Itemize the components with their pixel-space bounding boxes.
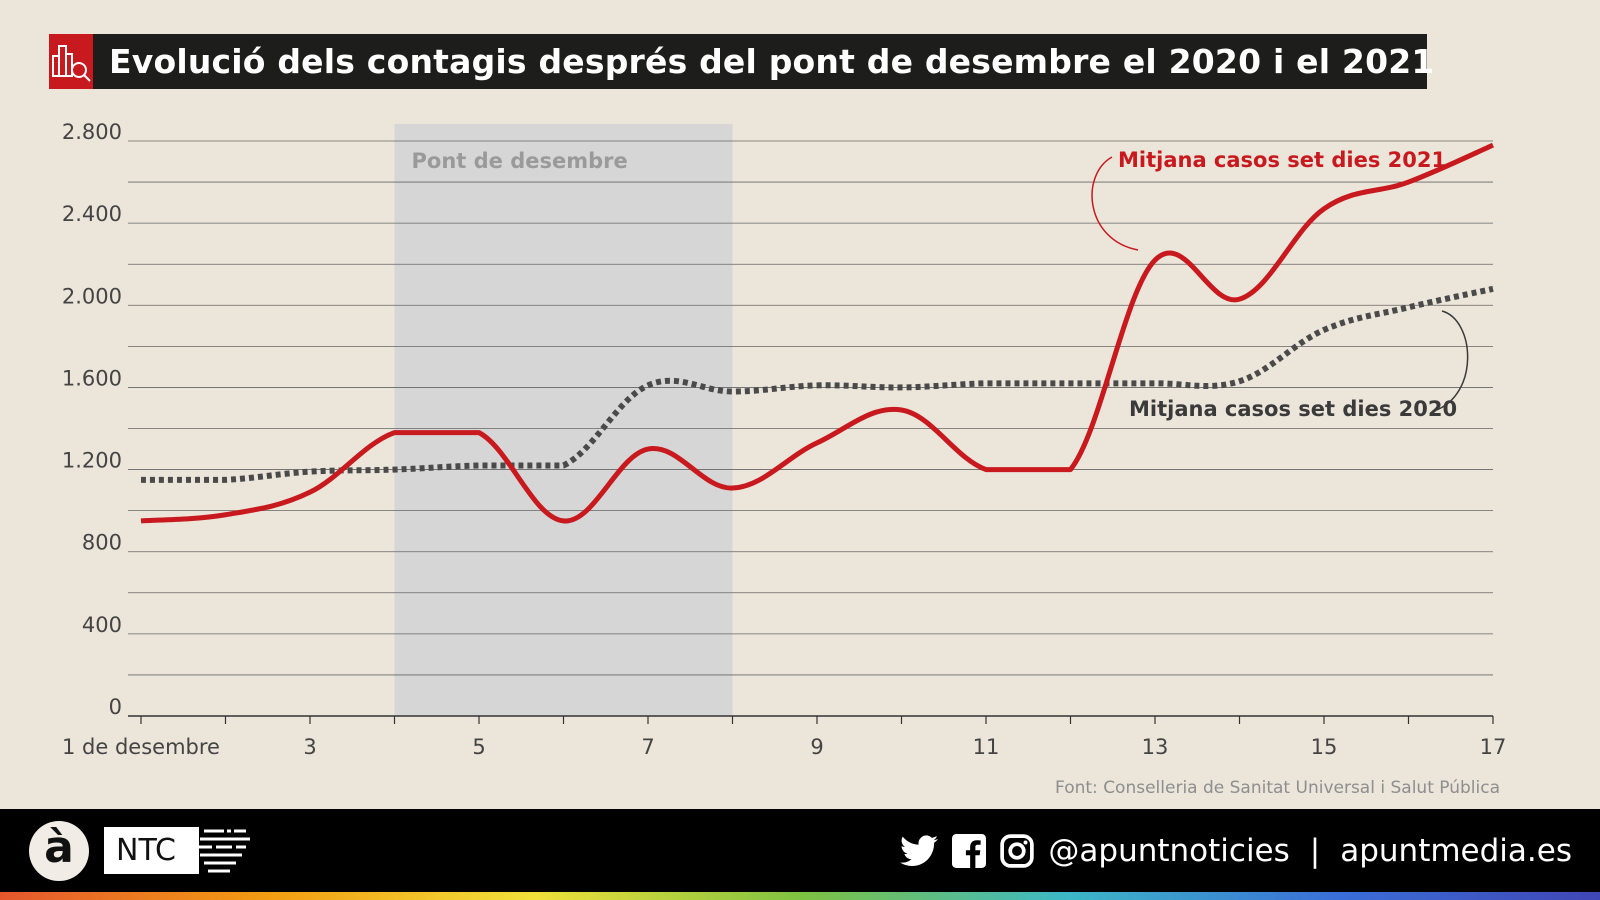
highlight-band bbox=[394, 124, 733, 716]
y-tick-label: 2.000 bbox=[62, 284, 122, 308]
social-links: @apuntnoticies | apuntmedia.es bbox=[900, 809, 1572, 892]
legend-label-2021: Mitjana casos set dies 2021 bbox=[1118, 148, 1446, 172]
footer: à NTC @apuntnoticies | apuntmedia.es bbox=[0, 809, 1600, 892]
x-tick-label: 3 bbox=[303, 735, 316, 759]
instagram-icon[interactable] bbox=[1000, 833, 1035, 868]
x-tick-label: 5 bbox=[472, 735, 485, 759]
y-tick-label: 800 bbox=[82, 531, 122, 555]
chart-title: Evolució dels contagis després del pont … bbox=[109, 42, 1435, 81]
apunt-logo: à bbox=[29, 821, 89, 881]
y-tick-label: 1.600 bbox=[62, 366, 122, 390]
title-bar: Evolució dels contagis després del pont … bbox=[49, 34, 1434, 89]
annotation-line-2020 bbox=[1433, 310, 1469, 412]
website-link[interactable]: apuntmedia.es bbox=[1340, 832, 1572, 869]
ntc-logo: NTC bbox=[104, 827, 199, 874]
chart-search-icon bbox=[49, 34, 93, 89]
band-label: Pont de desembre bbox=[412, 149, 628, 173]
y-tick-label: 1.200 bbox=[62, 449, 122, 473]
y-tick-label: 2.400 bbox=[62, 202, 122, 226]
line-chart: Pont de desembre 0 400 800 1.200 1.600 2.000 2.… bbox=[62, 120, 1507, 759]
x-tick-label: 11 bbox=[973, 735, 1000, 759]
rainbow-strip bbox=[0, 892, 1600, 900]
ntc-logo-lines-icon bbox=[196, 829, 250, 873]
twitter-icon[interactable] bbox=[900, 834, 939, 867]
x-tick-label: 1 de desembre bbox=[62, 735, 220, 759]
source-note: Font: Conselleria de Sanitat Universal i… bbox=[1055, 778, 1500, 798]
legend-label-2020: Mitjana casos set dies 2020 bbox=[1129, 397, 1457, 421]
social-handle[interactable]: @apuntnoticies bbox=[1048, 832, 1290, 869]
y-tick-label: 0 bbox=[109, 695, 122, 719]
series-line-2021 bbox=[140, 142, 1495, 524]
x-tick-label: 9 bbox=[810, 735, 823, 759]
x-tick-label: 13 bbox=[1142, 735, 1169, 759]
facebook-icon[interactable] bbox=[952, 833, 987, 868]
x-tick-label: 17 bbox=[1480, 735, 1507, 759]
y-tick-label: 400 bbox=[82, 613, 122, 637]
x-tick-label: 7 bbox=[641, 735, 654, 759]
y-tick-label: 2.800 bbox=[62, 120, 122, 144]
x-tick-label: 15 bbox=[1311, 735, 1338, 759]
series-line-2020 bbox=[141, 285, 1494, 483]
separator: | bbox=[1309, 832, 1321, 869]
annotation-line-2021 bbox=[1091, 156, 1139, 251]
